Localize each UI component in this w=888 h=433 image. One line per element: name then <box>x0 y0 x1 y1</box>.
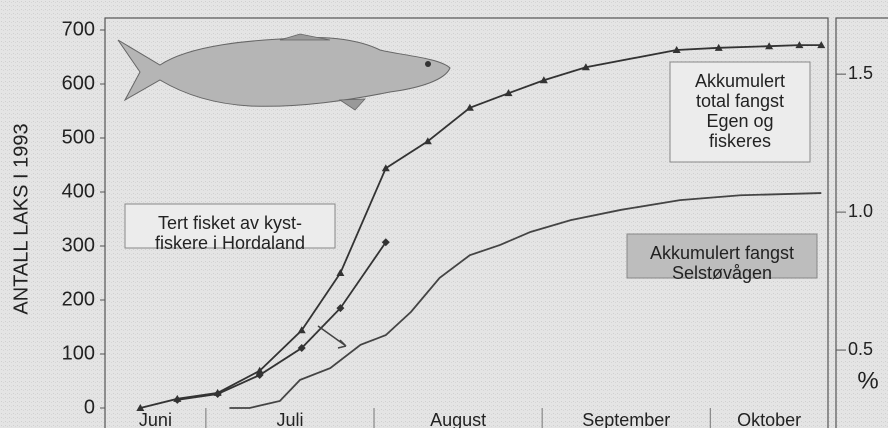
annotation-text: total fangst <box>696 91 784 111</box>
annotation-text: Tert fisket av kyst- <box>158 213 302 233</box>
y-tick-label: 600 <box>62 72 95 94</box>
annotation-text: Egen og <box>706 111 773 131</box>
y-tick-label: 300 <box>62 234 95 256</box>
x-tick-label: Juni <box>139 410 172 428</box>
y2-tick-label: 1.0 <box>848 201 873 221</box>
annotation-text: Akkumulert <box>695 71 785 91</box>
y-tick-label: 400 <box>62 180 95 202</box>
y2-tick-label: 1.5 <box>848 63 873 83</box>
y-tick-label: 0 <box>84 396 95 418</box>
chart: ANTALL LAKS I 1993 % 0 100 200 300 400 500 600… <box>0 0 888 428</box>
annotation-text: Akkumulert fangst <box>650 243 794 263</box>
annotation-text: fiskere i Hordaland <box>155 233 305 253</box>
y2-axis-label: % <box>857 367 878 394</box>
x-tick-label: September <box>582 410 670 428</box>
x-tick-label: Oktober <box>737 410 801 428</box>
y2-tick-label: 0.5 <box>848 339 873 359</box>
y-tick-label: 700 <box>62 18 95 40</box>
y-axis-label: ANTALL LAKS I 1993 <box>10 123 32 314</box>
annotation-text: Selstøvågen <box>672 263 772 283</box>
x-tick-label: Juli <box>276 410 303 428</box>
x-tick-label: August <box>430 410 486 428</box>
y-tick-label: 200 <box>62 288 95 310</box>
y-tick-label: 100 <box>62 342 95 364</box>
annotation-text: fiskeres <box>709 131 771 151</box>
y-tick-label: 500 <box>62 126 95 148</box>
